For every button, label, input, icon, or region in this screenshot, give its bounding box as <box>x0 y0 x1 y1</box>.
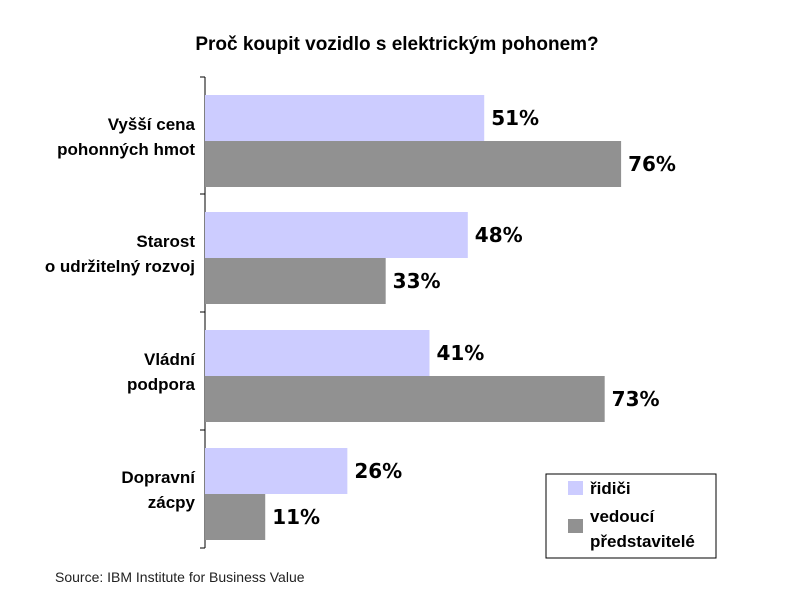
category-label: Dopravní <box>121 468 196 487</box>
data-label: 76% <box>628 152 676 176</box>
bar-vedouci <box>205 376 605 422</box>
data-label: 48% <box>475 223 523 247</box>
chart-title: Proč koupit vozidlo s elektrickým pohone… <box>195 34 598 55</box>
category-label: Vyšší cena <box>108 115 196 134</box>
data-label: 33% <box>393 269 441 293</box>
data-label: 26% <box>354 459 402 483</box>
category-label: pohonných hmot <box>57 140 195 159</box>
bar-vedouci <box>205 494 266 540</box>
legend-label-ridici: řidiči <box>590 479 631 498</box>
bar-ridici <box>205 330 430 376</box>
legend-swatch-ridici <box>568 481 583 495</box>
bar-vedouci <box>205 258 386 304</box>
category-label: Vládní <box>144 350 196 369</box>
category-label: zácpy <box>148 493 196 512</box>
plot-area: Vyšší cena pohonných hmot 51% 76% Starost o u… <box>45 76 676 549</box>
legend: řidiči vedoucí představitelé <box>545 473 717 559</box>
category-label: Starost <box>136 232 195 251</box>
category-label: o udržitelný rozvoj <box>45 257 195 276</box>
data-label: 11% <box>272 505 320 529</box>
data-label: 51% <box>491 106 539 130</box>
data-label: 73% <box>612 387 660 411</box>
data-label: 41% <box>436 341 484 365</box>
legend-label-vedouci-line1: vedoucí <box>590 507 656 526</box>
bar-vedouci <box>205 141 622 187</box>
source-note: Source: IBM Institute for Business Value <box>55 569 305 585</box>
bar-ridici <box>205 95 485 141</box>
category-label: podpora <box>127 375 196 394</box>
legend-box <box>545 473 717 559</box>
legend-label-vedouci-line2: představitelé <box>590 532 695 551</box>
bar-ridici <box>205 212 468 258</box>
legend-swatch-vedouci <box>568 519 583 533</box>
bar-ridici <box>205 448 348 494</box>
